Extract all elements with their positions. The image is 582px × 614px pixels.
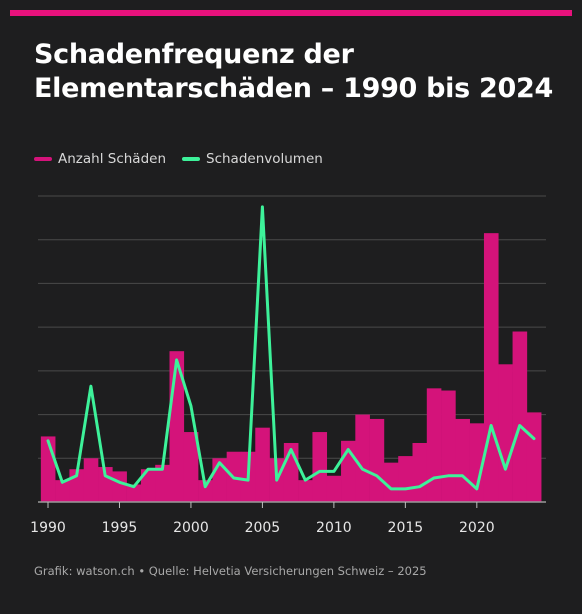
x-tick-label-2000: 2000 (173, 520, 209, 536)
x-tick-label-1990: 1990 (30, 520, 66, 536)
bar-2013 (369, 418, 385, 502)
legend-swatch-line (182, 157, 200, 161)
bar-1995 (112, 471, 127, 502)
legend: Anzahl Schäden Schadenvolumen (34, 151, 339, 167)
legend-label-anzahl: Anzahl Schäden (58, 151, 166, 167)
bar-1993 (83, 458, 99, 502)
chart-title: Schadenfrequenz der Elementarschäden – 1… (34, 39, 553, 104)
bar-2014 (383, 462, 399, 502)
legend-label-volumen: Schadenvolumen (206, 151, 323, 167)
bar-2012 (355, 414, 370, 502)
bar-1991 (55, 480, 70, 502)
x-tick-label-1995: 1995 (102, 520, 138, 536)
bar-2005 (255, 427, 270, 502)
x-tick-label-2005: 2005 (245, 520, 281, 536)
bar-1996 (126, 484, 142, 502)
bar-1998 (155, 464, 170, 502)
bar-2009 (312, 432, 328, 502)
bar-2022 (498, 364, 513, 502)
series-line-schadenvolumen (46, 205, 536, 491)
top-accent-bar (10, 10, 572, 16)
legend-swatch-bars (34, 157, 52, 161)
bar-2018 (441, 390, 456, 502)
bar-2008 (298, 480, 313, 502)
bar-1990 (40, 436, 56, 502)
x-tick-label-2015: 2015 (388, 520, 424, 536)
bar-1997 (140, 469, 156, 502)
legend-item-volumen: Schadenvolumen (182, 151, 323, 167)
bar-2019 (455, 418, 470, 502)
bar-2010 (326, 475, 342, 502)
bar-2017 (426, 388, 442, 502)
source-credit: Grafik: watson.ch • Quelle: Helvetia Ver… (34, 564, 427, 578)
bar-1994 (98, 467, 113, 502)
bar-2015 (398, 456, 413, 502)
bar-2024 (526, 412, 542, 502)
bar-2016 (412, 442, 428, 502)
x-tick-label-2010: 2010 (316, 520, 352, 536)
bar-2001 (198, 480, 213, 502)
bar-2021 (483, 233, 499, 502)
bar-2020 (469, 423, 485, 502)
bar-2000 (183, 432, 199, 502)
legend-item-anzahl: Anzahl Schäden (34, 151, 166, 167)
bar-2023 (512, 331, 528, 502)
x-tick-label-2020: 2020 (459, 520, 495, 536)
